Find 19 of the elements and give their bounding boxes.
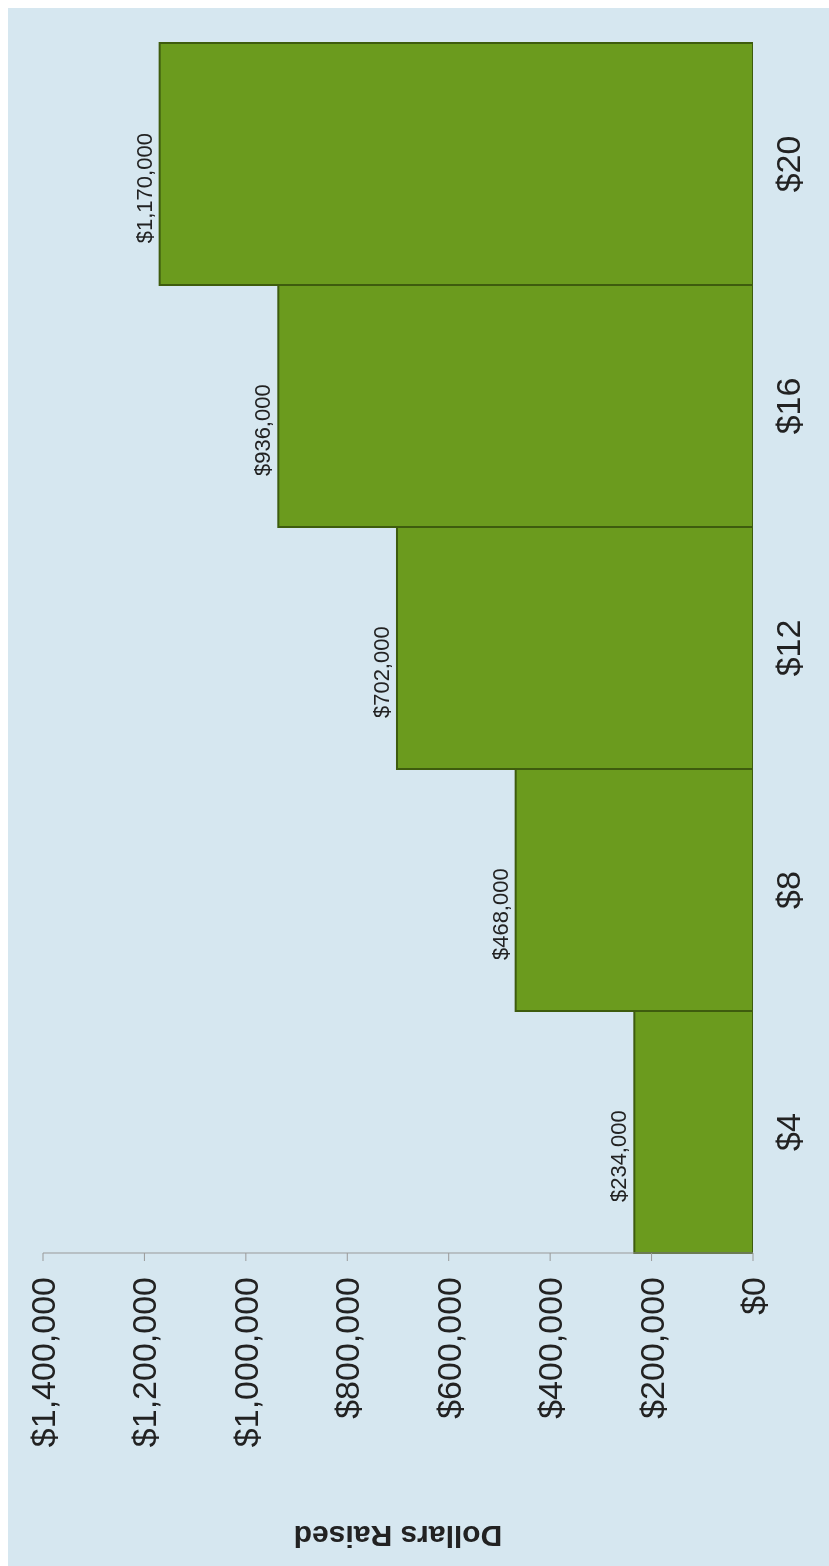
x-tick-label: $1,400,000	[24, 1277, 62, 1448]
x-tick-label: $0	[734, 1277, 772, 1315]
y-tick-label: $20	[768, 135, 807, 193]
y-tick-label: $8	[768, 871, 807, 909]
y-tick-label: $16	[768, 377, 807, 435]
data-label: $468,000	[487, 868, 513, 961]
data-label: $234,000	[606, 1110, 632, 1203]
data-label: $1,170,000	[131, 133, 157, 244]
data-label: $936,000	[250, 384, 276, 477]
x-tick-label: $1,200,000	[125, 1277, 164, 1448]
y-tick-label: $12	[768, 619, 807, 677]
x-tick-label: $1,000,000	[226, 1277, 265, 1448]
x-tick-label: $800,000	[328, 1277, 367, 1419]
x-tick-label: $400,000	[531, 1277, 570, 1419]
x-axis-title: Dollars Raised	[293, 1519, 503, 1553]
y-tick-label: $4	[768, 1113, 807, 1151]
x-tick-label: $600,000	[429, 1277, 468, 1419]
x-tick-label: $200,000	[632, 1277, 671, 1419]
data-label: $702,000	[368, 626, 394, 719]
